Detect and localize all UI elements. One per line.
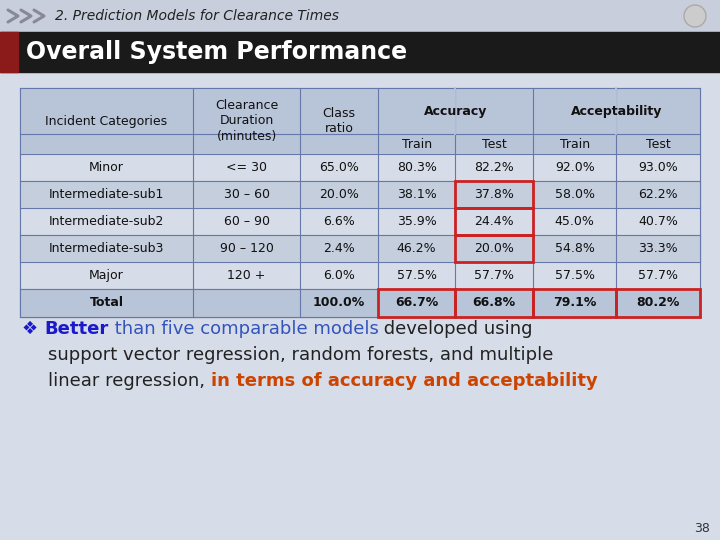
Text: Better: Better — [45, 320, 109, 338]
Text: 62.2%: 62.2% — [639, 188, 678, 201]
Text: 66.7%: 66.7% — [395, 296, 438, 309]
Bar — [533, 289, 616, 317]
Text: Overall System Performance: Overall System Performance — [26, 40, 407, 64]
Bar — [456, 289, 533, 317]
Text: 80.2%: 80.2% — [636, 296, 680, 309]
Bar — [0, 0, 720, 32]
Text: 37.8%: 37.8% — [474, 188, 514, 201]
Bar — [0, 32, 18, 72]
Bar — [20, 154, 700, 181]
Text: 57.7%: 57.7% — [638, 269, 678, 282]
Text: Accuracy: Accuracy — [424, 105, 487, 118]
Bar — [456, 235, 533, 262]
Text: 82.2%: 82.2% — [474, 161, 514, 174]
Text: 24.4%: 24.4% — [474, 215, 514, 228]
Text: Intermediate-sub1: Intermediate-sub1 — [49, 188, 164, 201]
Text: 6.0%: 6.0% — [323, 269, 355, 282]
Text: 57.7%: 57.7% — [474, 269, 514, 282]
Text: Total: Total — [89, 296, 124, 309]
Text: support vector regression, random forests, and multiple: support vector regression, random forest… — [48, 346, 554, 364]
Text: 2.4%: 2.4% — [323, 242, 355, 255]
Text: Incident Categories: Incident Categories — [45, 114, 168, 127]
Text: 2. Prediction Models for Clearance Times: 2. Prediction Models for Clearance Times — [55, 9, 339, 23]
Text: 65.0%: 65.0% — [319, 161, 359, 174]
Circle shape — [684, 5, 706, 27]
Text: Train: Train — [559, 138, 590, 151]
Text: 60 – 90: 60 – 90 — [224, 215, 270, 228]
Text: Intermediate-sub2: Intermediate-sub2 — [49, 215, 164, 228]
Text: 57.5%: 57.5% — [397, 269, 436, 282]
Text: 90 – 120: 90 – 120 — [220, 242, 274, 255]
Text: 38.1%: 38.1% — [397, 188, 436, 201]
Text: 54.8%: 54.8% — [555, 242, 595, 255]
Text: Clearance
Duration
(minutes): Clearance Duration (minutes) — [215, 99, 279, 143]
Text: developed using: developed using — [379, 320, 533, 338]
Text: 79.1%: 79.1% — [553, 296, 596, 309]
Text: 92.0%: 92.0% — [555, 161, 595, 174]
Text: Train: Train — [402, 138, 432, 151]
Text: Minor: Minor — [89, 161, 124, 174]
Text: 45.0%: 45.0% — [555, 215, 595, 228]
Text: 100.0%: 100.0% — [313, 296, 365, 309]
Text: 57.5%: 57.5% — [554, 269, 595, 282]
Bar — [0, 32, 720, 72]
Text: 20.0%: 20.0% — [474, 242, 514, 255]
Text: 30 – 60: 30 – 60 — [224, 188, 270, 201]
Text: Test: Test — [482, 138, 507, 151]
Bar — [20, 208, 700, 235]
Text: Major: Major — [89, 269, 124, 282]
Text: 120 +: 120 + — [228, 269, 266, 282]
Text: linear regression,: linear regression, — [48, 372, 211, 390]
Bar — [20, 88, 700, 317]
Bar — [456, 208, 533, 235]
Text: than five comparable models: than five comparable models — [109, 320, 379, 338]
Text: ❖: ❖ — [22, 320, 45, 338]
Text: 20.0%: 20.0% — [319, 188, 359, 201]
Bar — [20, 181, 700, 208]
Bar — [20, 235, 700, 262]
Text: Test: Test — [646, 138, 670, 151]
Bar — [378, 289, 456, 317]
Text: 38: 38 — [694, 522, 710, 535]
Bar — [20, 289, 700, 317]
Text: 93.0%: 93.0% — [639, 161, 678, 174]
Text: 58.0%: 58.0% — [554, 188, 595, 201]
Text: Class
ratio: Class ratio — [323, 107, 356, 135]
Text: 66.8%: 66.8% — [472, 296, 516, 309]
Text: 35.9%: 35.9% — [397, 215, 436, 228]
Text: Acceptability: Acceptability — [571, 105, 662, 118]
Bar — [20, 262, 700, 289]
Bar — [456, 181, 533, 208]
Text: Intermediate-sub3: Intermediate-sub3 — [49, 242, 164, 255]
Text: <= 30: <= 30 — [226, 161, 267, 174]
Bar — [616, 289, 700, 317]
Text: in terms of accuracy and acceptability: in terms of accuracy and acceptability — [211, 372, 598, 390]
Text: 33.3%: 33.3% — [639, 242, 678, 255]
Text: 6.6%: 6.6% — [323, 215, 355, 228]
Text: 40.7%: 40.7% — [639, 215, 678, 228]
Text: 80.3%: 80.3% — [397, 161, 436, 174]
Text: 46.2%: 46.2% — [397, 242, 436, 255]
